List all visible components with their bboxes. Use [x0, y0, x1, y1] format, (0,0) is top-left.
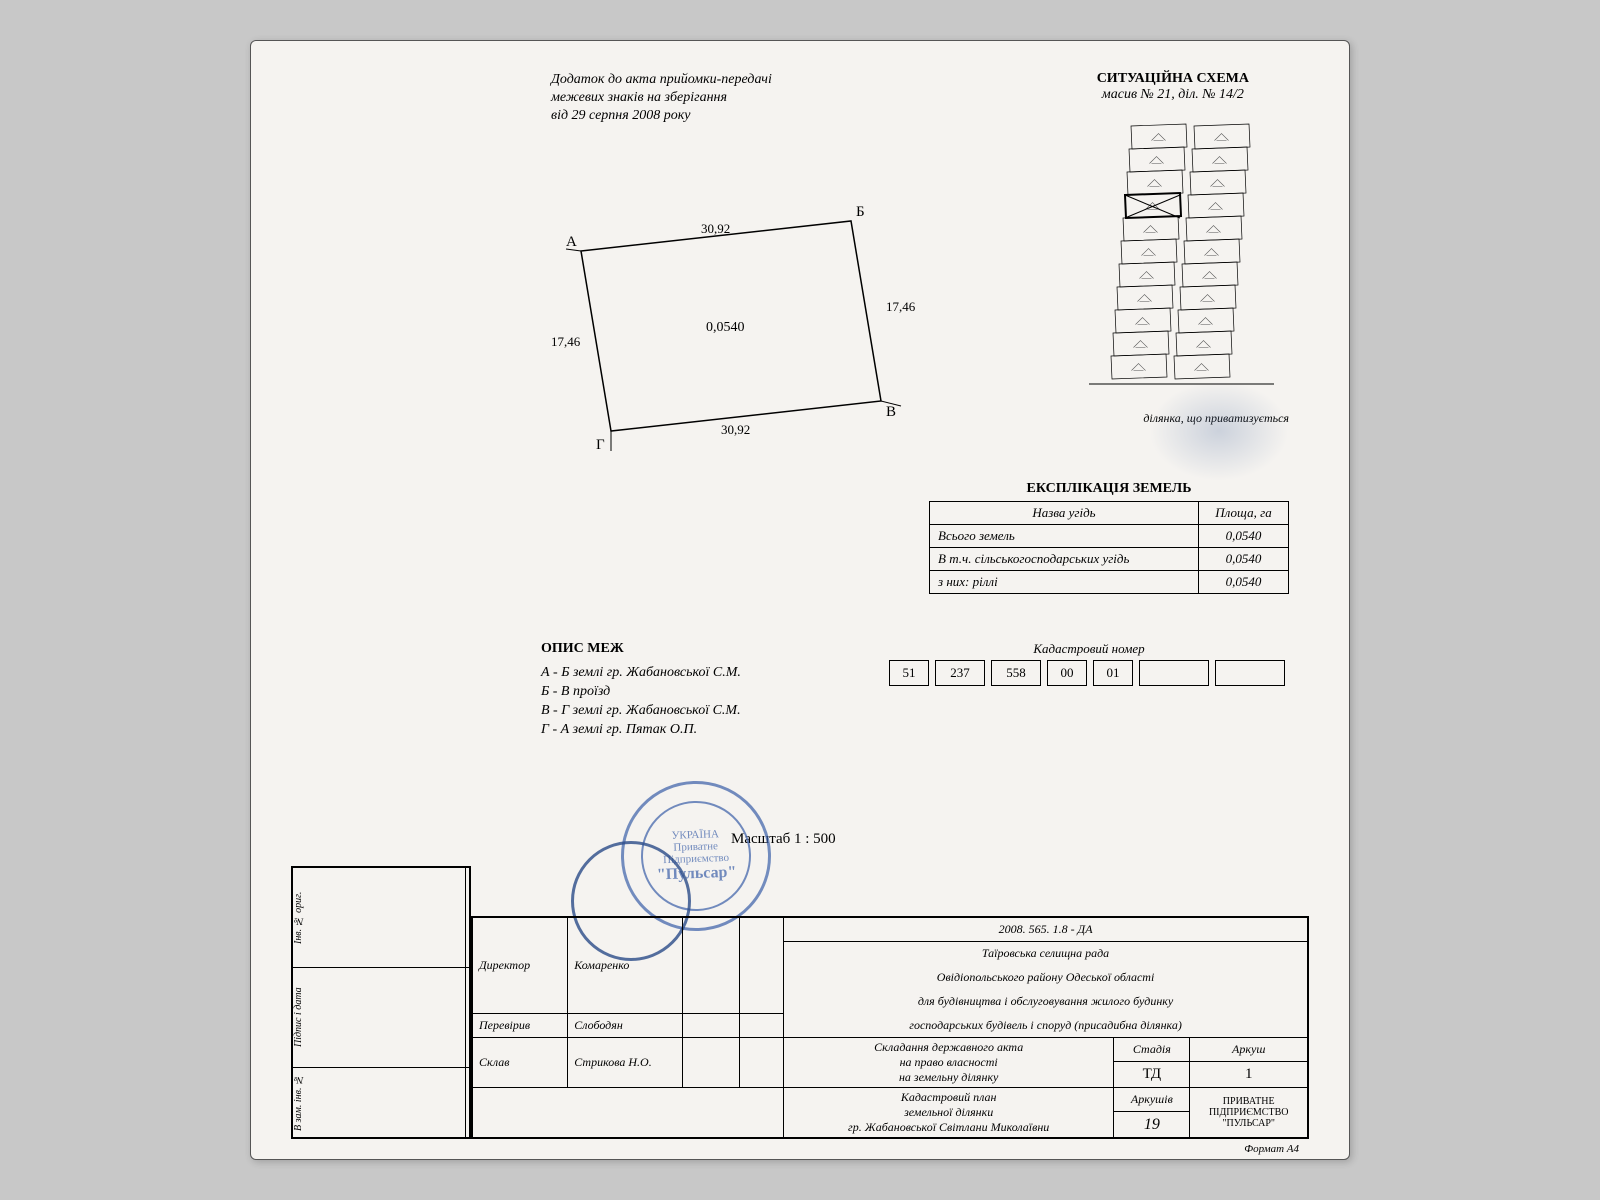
role-director: Директор — [473, 918, 568, 1014]
margin-sign: Підпис і дата — [293, 968, 304, 1067]
tb-stageh: Стадія — [1114, 1038, 1190, 1062]
cadastral-cell: 237 — [935, 660, 985, 686]
exp-header-area: Площа, га — [1199, 502, 1289, 525]
stamp-smudge — [1149, 381, 1289, 481]
margin-inv: Інв. № ориг. — [293, 868, 304, 967]
appendix-line3: від 29 серпня 2008 року — [551, 107, 772, 125]
appendix-line2: межевих знаків на зберігання — [551, 89, 772, 107]
opys-row: Г - А землі гр. Пятак О.П. — [541, 722, 741, 738]
tb-code: 2008. 565. 1.8 - ДА — [784, 918, 1308, 942]
name-1: Комаренко — [568, 918, 682, 1014]
parcel-svg: А Б В Г 30,92 17,46 30,92 17,46 0,0540 — [521, 191, 941, 451]
cadastral-cell: 00 — [1047, 660, 1087, 686]
opys-row: А - Б землі гр. Жабановської С.М. — [541, 665, 741, 681]
tb-cad2: земельної ділянки — [790, 1105, 1107, 1120]
tb-sheets: 19 — [1114, 1112, 1190, 1138]
cadastral-title: Кадастровий номер — [889, 641, 1289, 657]
tb-firm1: ПРИВАТНЕ ПІДПРИЄМСТВО — [1196, 1096, 1301, 1118]
explication-title: ЕКСПЛІКАЦІЯ ЗЕМЕЛЬ — [929, 481, 1289, 497]
situational-scheme — [1079, 121, 1279, 421]
opys-title: ОПИС МЕЖ — [541, 641, 741, 657]
situational-sub: масив № 21, діл. № 14/2 — [1097, 87, 1249, 103]
exp-row-val: 0,0540 — [1199, 548, 1289, 571]
tb-sheet: 1 — [1190, 1062, 1308, 1088]
cadastral-cell — [1139, 660, 1209, 686]
cadastral-cell: 01 — [1093, 660, 1133, 686]
tb-cad3: гр. Жабановської Світлани Миколаївни — [790, 1120, 1107, 1135]
role-check: Перевірив — [473, 1014, 568, 1038]
parcel-area: 0,0540 — [706, 320, 745, 335]
exp-row-name: В т.ч. сільськогосподарських угідь — [930, 548, 1199, 571]
format-label: Формат А4 — [1244, 1143, 1299, 1155]
situational-title: СИТУАЦІЙНА СХЕМА — [1097, 71, 1249, 87]
dim-BV: 17,46 — [886, 299, 916, 314]
tb-stage: ТД — [1114, 1062, 1190, 1088]
cadastral-cell: 51 — [889, 660, 929, 686]
explication-table: Назва угідь Площа, га Всього земель0,054… — [929, 501, 1289, 594]
tb-sheetsh: Аркушів — [1114, 1088, 1190, 1112]
corner-B: Б — [856, 204, 865, 220]
exp-row-name: з них: ріллі — [930, 571, 1199, 594]
corner-V: В — [886, 404, 896, 420]
opys-row: Б - В проїзд — [541, 684, 741, 700]
cadastral-cell: 558 — [991, 660, 1041, 686]
tb-org4: господарських будівель і споруд (присади… — [784, 1014, 1308, 1038]
tb-org2: Овідіопольського району Одеської області — [784, 966, 1308, 990]
cadastral-block: Кадастровий номер 512375580001 — [889, 641, 1289, 686]
header-appendix: Додаток до акта прийомки-передачі межеви… — [551, 71, 772, 126]
title-block: Директор Комаренко 2008. 565. 1.8 - ДА Т… — [471, 916, 1309, 1139]
name-3: Стрикова Н.О. — [568, 1038, 682, 1088]
dim-GA: 17,46 — [551, 334, 581, 349]
cadastral-cell — [1215, 660, 1285, 686]
situational-header: СИТУАЦІЙНА СХЕМА масив № 21, діл. № 14/2 — [1097, 71, 1249, 103]
opys-row: В - Г землі гр. Жабановської С.М. — [541, 703, 741, 719]
appendix-line1: Додаток до акта прийомки-передачі — [551, 71, 772, 89]
dim-AB: 30,92 — [701, 221, 730, 236]
tb-doc2: на право власності — [790, 1055, 1107, 1070]
corner-A: А — [566, 234, 577, 250]
dim-VG: 30,92 — [721, 422, 750, 437]
cadastral-row: 512375580001 — [889, 660, 1289, 686]
parcel-diagram: А Б В Г 30,92 17,46 30,92 17,46 0,0540 — [521, 191, 941, 451]
exp-row-val: 0,0540 — [1199, 525, 1289, 548]
situational-svg — [1079, 121, 1279, 421]
left-margin-block: Інв. № ориг. Підпис і дата В зам. інв. № — [291, 866, 471, 1139]
border-description: ОПИС МЕЖ А - Б землі гр. Жабановської С.… — [541, 641, 741, 741]
role-made: Склав — [473, 1038, 568, 1088]
exp-row-val: 0,0540 — [1199, 571, 1289, 594]
tb-firm2: "ПУЛЬСАР" — [1196, 1118, 1301, 1129]
margin-zam: В зам. інв. № — [293, 1068, 304, 1137]
explication-block: ЕКСПЛІКАЦІЯ ЗЕМЕЛЬ Назва угідь Площа, га… — [929, 481, 1289, 594]
corner-G: Г — [596, 437, 605, 451]
exp-row-name: Всього земель — [930, 525, 1199, 548]
tb-doc3: на земельну ділянку — [790, 1070, 1107, 1085]
tb-org1: Таїровська селищна рада — [784, 942, 1308, 966]
tb-sheeth: Аркуш — [1190, 1038, 1308, 1062]
tb-doc1: Складання державного акта — [790, 1040, 1107, 1055]
exp-header-name: Назва угідь — [930, 502, 1199, 525]
document-page: Додаток до акта прийомки-передачі межеви… — [250, 40, 1350, 1160]
name-2: Слободян — [568, 1014, 682, 1038]
tb-org3: для будівництва і обслуговування жилого … — [918, 994, 1173, 1008]
tb-cad1: Кадастровий план — [790, 1090, 1107, 1105]
